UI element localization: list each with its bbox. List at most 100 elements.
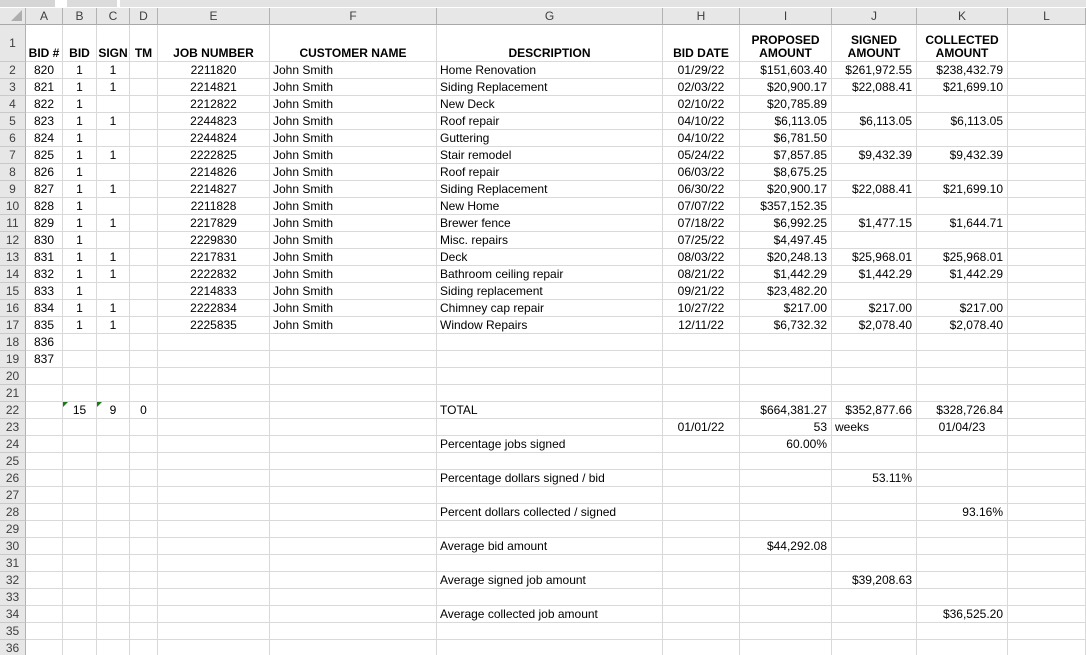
cell-C6[interactable] <box>97 130 130 147</box>
cell-K1[interactable]: COLLECTED AMOUNT <box>917 25 1008 62</box>
cell-G35[interactable] <box>437 623 663 640</box>
cell-J24[interactable] <box>832 436 917 453</box>
cell-B12[interactable]: 1 <box>63 232 97 249</box>
cell-B16[interactable]: 1 <box>63 300 97 317</box>
row-header-6[interactable]: 6 <box>0 130 26 147</box>
cell-E25[interactable] <box>158 453 270 470</box>
cell-F4[interactable]: John Smith <box>270 96 437 113</box>
column-header-H[interactable]: H <box>663 8 740 25</box>
cell-B36[interactable] <box>63 640 97 655</box>
cell-G23[interactable] <box>437 419 663 436</box>
cell-H12[interactable]: 07/25/22 <box>663 232 740 249</box>
cell-K13[interactable]: $25,968.01 <box>917 249 1008 266</box>
cell-B18[interactable] <box>63 334 97 351</box>
cell-J28[interactable] <box>832 504 917 521</box>
cell-J15[interactable] <box>832 283 917 300</box>
cell-B27[interactable] <box>63 487 97 504</box>
cell-G24[interactable]: Percentage jobs signed <box>437 436 663 453</box>
cell-E8[interactable]: 2214826 <box>158 164 270 181</box>
cell-J27[interactable] <box>832 487 917 504</box>
cell-B22[interactable]: 15 <box>63 402 97 419</box>
cell-K28[interactable]: 93.16% <box>917 504 1008 521</box>
cell-E32[interactable] <box>158 572 270 589</box>
cell-K8[interactable] <box>917 164 1008 181</box>
cell-G12[interactable]: Misc. repairs <box>437 232 663 249</box>
select-all-corner[interactable] <box>0 8 26 25</box>
cell-F19[interactable] <box>270 351 437 368</box>
row-header-15[interactable]: 15 <box>0 283 26 300</box>
cell-L15[interactable] <box>1008 283 1086 300</box>
cell-I15[interactable]: $23,482.20 <box>740 283 832 300</box>
row-header-25[interactable]: 25 <box>0 453 26 470</box>
cell-H24[interactable] <box>663 436 740 453</box>
cell-E15[interactable]: 2214833 <box>158 283 270 300</box>
cell-K7[interactable]: $9,432.39 <box>917 147 1008 164</box>
cell-G4[interactable]: New Deck <box>437 96 663 113</box>
cell-H17[interactable]: 12/11/22 <box>663 317 740 334</box>
cell-D1[interactable]: TM <box>130 25 158 62</box>
cell-L28[interactable] <box>1008 504 1086 521</box>
cell-F20[interactable] <box>270 368 437 385</box>
cell-H6[interactable]: 04/10/22 <box>663 130 740 147</box>
cell-C7[interactable]: 1 <box>97 147 130 164</box>
cell-J20[interactable] <box>832 368 917 385</box>
cell-I25[interactable] <box>740 453 832 470</box>
cell-J17[interactable]: $2,078.40 <box>832 317 917 334</box>
cell-G13[interactable]: Deck <box>437 249 663 266</box>
cell-K12[interactable] <box>917 232 1008 249</box>
cell-H33[interactable] <box>663 589 740 606</box>
cell-F17[interactable]: John Smith <box>270 317 437 334</box>
cell-G33[interactable] <box>437 589 663 606</box>
cell-K33[interactable] <box>917 589 1008 606</box>
cell-L3[interactable] <box>1008 79 1086 96</box>
cell-G20[interactable] <box>437 368 663 385</box>
cell-A11[interactable]: 829 <box>26 215 63 232</box>
cell-I1[interactable]: PROPOSED AMOUNT <box>740 25 832 62</box>
cell-B24[interactable] <box>63 436 97 453</box>
cell-E19[interactable] <box>158 351 270 368</box>
cell-E29[interactable] <box>158 521 270 538</box>
cell-B5[interactable]: 1 <box>63 113 97 130</box>
cell-I12[interactable]: $4,497.45 <box>740 232 832 249</box>
cell-K29[interactable] <box>917 521 1008 538</box>
cell-A21[interactable] <box>26 385 63 402</box>
row-header-18[interactable]: 18 <box>0 334 26 351</box>
cell-I20[interactable] <box>740 368 832 385</box>
cell-J9[interactable]: $22,088.41 <box>832 181 917 198</box>
cell-E22[interactable] <box>158 402 270 419</box>
cell-B29[interactable] <box>63 521 97 538</box>
cell-G36[interactable] <box>437 640 663 655</box>
cell-K3[interactable]: $21,699.10 <box>917 79 1008 96</box>
cell-A6[interactable]: 824 <box>26 130 63 147</box>
cell-A2[interactable]: 820 <box>26 62 63 79</box>
cell-L25[interactable] <box>1008 453 1086 470</box>
cell-D25[interactable] <box>130 453 158 470</box>
cell-L27[interactable] <box>1008 487 1086 504</box>
row-header-21[interactable]: 21 <box>0 385 26 402</box>
cell-A3[interactable]: 821 <box>26 79 63 96</box>
column-header-D[interactable]: D <box>130 8 158 25</box>
cell-F24[interactable] <box>270 436 437 453</box>
cell-A28[interactable] <box>26 504 63 521</box>
cell-H36[interactable] <box>663 640 740 655</box>
cell-H19[interactable] <box>663 351 740 368</box>
cell-E1[interactable]: JOB NUMBER <box>158 25 270 62</box>
cell-G28[interactable]: Percent dollars collected / signed <box>437 504 663 521</box>
cell-A33[interactable] <box>26 589 63 606</box>
cell-H28[interactable] <box>663 504 740 521</box>
row-header-24[interactable]: 24 <box>0 436 26 453</box>
cell-G19[interactable] <box>437 351 663 368</box>
cell-L5[interactable] <box>1008 113 1086 130</box>
cell-D5[interactable] <box>130 113 158 130</box>
cell-D17[interactable] <box>130 317 158 334</box>
cell-D31[interactable] <box>130 555 158 572</box>
cell-L1[interactable] <box>1008 25 1086 62</box>
cell-D9[interactable] <box>130 181 158 198</box>
cell-K9[interactable]: $21,699.10 <box>917 181 1008 198</box>
cell-B10[interactable]: 1 <box>63 198 97 215</box>
cell-A25[interactable] <box>26 453 63 470</box>
cell-E10[interactable]: 2211828 <box>158 198 270 215</box>
cell-L17[interactable] <box>1008 317 1086 334</box>
cell-K4[interactable] <box>917 96 1008 113</box>
cell-H25[interactable] <box>663 453 740 470</box>
